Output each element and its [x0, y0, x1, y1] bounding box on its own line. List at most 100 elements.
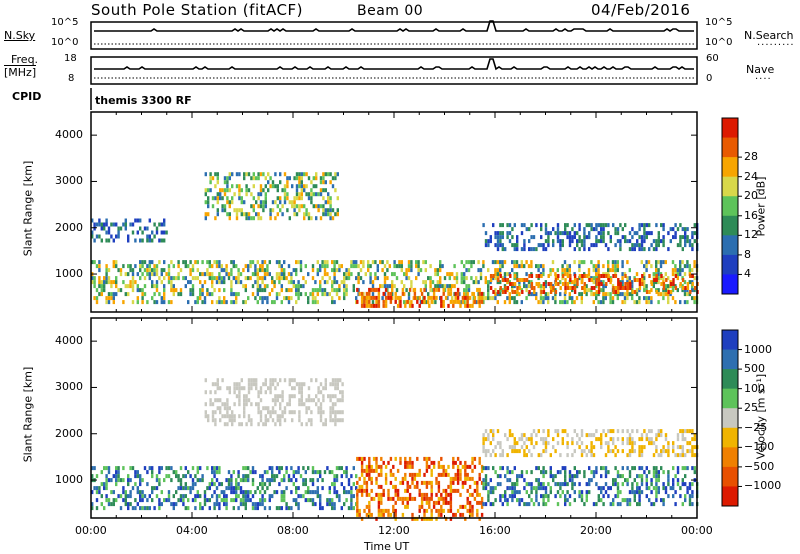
echo-cell	[444, 492, 448, 497]
echo-cell	[115, 474, 118, 479]
echo-cell	[580, 292, 583, 297]
echo-cell	[508, 296, 511, 301]
echo-cell	[640, 466, 644, 471]
echo-cell	[600, 474, 603, 479]
echo-cell	[595, 282, 598, 286]
echo-cell	[487, 482, 490, 487]
echo-cell	[691, 296, 694, 301]
echo-cell	[482, 445, 485, 450]
echo-cell	[499, 498, 502, 503]
echo-cell	[528, 274, 531, 278]
colorbar-swatch	[722, 137, 738, 158]
echo-cell	[684, 286, 687, 290]
echo-cell	[681, 445, 684, 450]
echo-cell	[281, 204, 284, 209]
echo-cell	[554, 290, 558, 294]
echo-cell	[319, 494, 322, 499]
echo-cell	[580, 441, 584, 446]
echo-cell	[418, 504, 421, 509]
echo-cell	[404, 472, 407, 477]
echo-cell	[612, 286, 615, 290]
echo-cell	[211, 418, 215, 423]
echo-cell	[247, 414, 251, 419]
echo-cell	[406, 500, 409, 505]
echo-cell	[657, 478, 660, 483]
echo-cell	[271, 200, 275, 205]
echo-cell	[322, 176, 325, 181]
echo-cell	[155, 474, 159, 479]
echo-cell	[233, 402, 236, 407]
echo-cell	[297, 494, 300, 499]
echo-cell	[616, 429, 620, 434]
echo-cell	[91, 474, 94, 479]
colorbar-tick-label: −500	[744, 459, 775, 473]
echo-cell	[609, 486, 612, 491]
echo-cell	[585, 482, 588, 487]
echo-cell	[583, 239, 586, 244]
echo-cell	[516, 478, 519, 483]
echo-cell	[315, 402, 318, 407]
echo-cell	[184, 474, 187, 479]
echo-cell	[233, 418, 236, 423]
echo-cell	[219, 418, 222, 423]
echo-cell	[263, 268, 267, 273]
echo-cell	[484, 437, 488, 442]
echo-cell	[484, 474, 488, 479]
echo-cell	[249, 276, 252, 281]
echo-cell	[139, 264, 142, 269]
echo-cell	[583, 290, 586, 294]
echo-cell	[621, 441, 624, 446]
echo-cell	[693, 286, 697, 290]
echo-cell	[261, 288, 264, 293]
echo-cell	[326, 502, 329, 507]
echo-cell	[506, 478, 509, 483]
echo-cell	[693, 470, 696, 475]
echo-cell	[153, 222, 156, 227]
echo-cell	[352, 482, 355, 487]
echo-cell	[122, 300, 125, 305]
echo-cell	[271, 288, 274, 293]
echo-cell	[117, 494, 120, 499]
echo-cell	[487, 494, 490, 499]
echo-cell	[547, 498, 550, 503]
echo-cell	[146, 234, 149, 239]
echo-cell	[208, 506, 211, 511]
echo-cell	[428, 496, 431, 501]
echo-cell	[667, 478, 670, 483]
echo-cell	[316, 470, 319, 475]
echo-cell	[471, 492, 474, 497]
echo-cell	[129, 490, 132, 495]
echo-cell	[383, 292, 387, 297]
echo-cell	[564, 474, 567, 479]
echo-cell	[676, 276, 679, 281]
echo-cell	[645, 474, 648, 479]
echo-cell	[513, 296, 516, 301]
echo-cell	[611, 268, 615, 273]
echo-cell	[568, 268, 571, 273]
echo-cell	[201, 260, 204, 265]
echo-cell	[352, 260, 355, 265]
echo-cell	[484, 478, 488, 483]
echo-cell	[459, 303, 462, 308]
echo-cell	[616, 494, 620, 499]
echo-cell	[667, 453, 670, 458]
nsky-tick-bottom: 10^0	[51, 37, 79, 48]
echo-cell	[535, 292, 538, 297]
echo-cell	[686, 449, 689, 454]
echo-cell	[636, 429, 639, 434]
echo-cell	[345, 284, 348, 289]
echo-cell	[475, 300, 478, 305]
echo-cell	[264, 406, 267, 411]
echo-cell	[679, 282, 682, 286]
echo-cell	[676, 243, 680, 248]
echo-cell	[657, 239, 660, 244]
echo-cell	[431, 280, 435, 285]
echo-cell	[691, 445, 694, 450]
echo-cell	[609, 449, 612, 454]
echo-cell	[267, 418, 270, 423]
echo-cell	[551, 296, 555, 301]
echo-cell	[233, 208, 236, 213]
echo-cell	[614, 290, 618, 294]
echo-cell	[449, 291, 453, 296]
echo-cell	[266, 470, 269, 475]
